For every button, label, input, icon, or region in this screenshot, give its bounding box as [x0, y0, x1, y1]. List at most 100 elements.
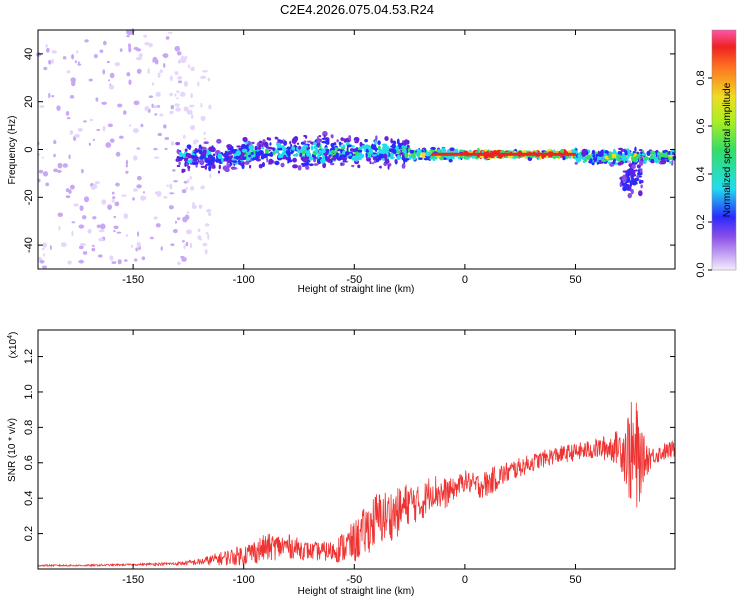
- spectrogram-cell: [178, 161, 181, 166]
- spectrogram-ridge-cell: [530, 152, 534, 156]
- spectrogram-cell: [200, 165, 206, 168]
- spectrogram-cell: [107, 123, 113, 128]
- spectrogram-cell: [109, 255, 114, 261]
- spectrogram-cell: [172, 229, 178, 234]
- spectrogram-cell: [204, 223, 210, 227]
- spectrogram-cell: [663, 157, 669, 160]
- spectrogram-cell: [159, 113, 164, 117]
- spectrogram-cell: [624, 151, 628, 156]
- spectrogram-cell: [157, 132, 162, 137]
- spectrogram-cell: [627, 192, 632, 199]
- spectrogram-cell: [207, 77, 211, 82]
- spectrogram-cell: [135, 247, 138, 252]
- spectrogram-cell: [631, 179, 638, 186]
- spectrogram-cell: [168, 205, 174, 210]
- spectrogram-cell: [582, 160, 586, 164]
- spectrogram-cell: [95, 97, 99, 102]
- y-tick-label: 0.8: [23, 420, 35, 435]
- x-tick-label: -100: [233, 574, 255, 586]
- spectrogram-cell: [167, 31, 173, 35]
- spectrogram-ridge-cell: [488, 152, 492, 156]
- spectrogram-ridge-cell: [551, 152, 555, 156]
- colorbar-tick-label: 0.0: [695, 262, 707, 277]
- x-tick-label: 0: [462, 574, 468, 586]
- spectrogram-cell: [125, 233, 128, 238]
- spectrogram-cell: [48, 92, 51, 99]
- spectrogram-cell: [640, 184, 643, 189]
- spectrogram-cell: [626, 160, 632, 164]
- spectrogram-cell: [87, 228, 92, 234]
- spectrogram-cell: [181, 240, 185, 243]
- spectrogram-cell: [330, 134, 334, 139]
- spectrogram-cell: [631, 164, 636, 169]
- spectrogram-ridge-cell: [440, 152, 444, 156]
- snr-panel: -150 -100 -50 0 50 0.2 0.4 0.6 0.8 1.0 1.2 Height…: [7, 329, 676, 597]
- spectrogram-cell: [204, 164, 208, 170]
- spectrogram-cell: [209, 173, 212, 179]
- spectrogram-ridge-cell: [539, 152, 543, 156]
- spectrogram-cell: [57, 212, 63, 218]
- spectrogram-cell: [391, 143, 396, 149]
- spectrogram-cell: [365, 152, 368, 159]
- snr-series-line: [38, 401, 675, 568]
- spectrogram-cell: [396, 154, 401, 161]
- spectrogram-cell: [231, 159, 238, 163]
- spectrogram-cell: [94, 181, 100, 184]
- spectrogram-ridge-cell: [437, 152, 441, 156]
- spectrogram-cell: [205, 150, 212, 156]
- spectrogram-cell: [254, 155, 258, 161]
- spectrogram-cell: [147, 68, 150, 74]
- spectrogram-cell: [440, 147, 447, 154]
- spectrogram-cell: [318, 134, 322, 138]
- spectrogram-cell: [189, 242, 193, 249]
- spectrogram-cell: [357, 164, 361, 169]
- x-tick-label: -50: [346, 574, 362, 586]
- spectrogram-cell: [284, 141, 287, 145]
- spectrogram-cell: [381, 143, 388, 147]
- spectrogram-cell: [650, 158, 655, 163]
- spectrogram-ridge-cell: [557, 152, 561, 156]
- spectrogram-ridge-cell: [548, 152, 552, 156]
- spectrogram-ridge-cell: [491, 152, 495, 156]
- spectrogram-cell: [56, 105, 61, 111]
- spectrogram-cell: [182, 153, 186, 159]
- spectrogram-cell: [357, 149, 363, 153]
- spectrogram-cell: [93, 53, 98, 59]
- spectrogram-cell: [305, 151, 311, 157]
- spectrogram-cell: [62, 163, 68, 168]
- spectrogram-cell: [109, 72, 115, 79]
- spectrogram-cell: [149, 236, 154, 240]
- spectrogram-cell: [639, 156, 644, 159]
- spectrogram-cell: [186, 109, 193, 115]
- spectrogram-cell: [133, 46, 139, 51]
- spectrogram-cell: [592, 154, 596, 158]
- spectrogram-cell: [82, 251, 88, 255]
- spectrogram-cell: [177, 76, 183, 80]
- spectrogram-cell: [374, 140, 377, 146]
- y-tick-label: -20: [23, 189, 35, 205]
- spectrogram-cell: [109, 138, 115, 143]
- spectrogram-cell: [184, 55, 188, 60]
- spectrogram-cell: [179, 58, 185, 63]
- spectrogram-cell: [180, 255, 185, 259]
- spectrogram-cell: [135, 56, 142, 61]
- spectrogram-cell: [611, 153, 615, 159]
- spectrogram-cell: [188, 104, 195, 108]
- spectrogram-cell: [141, 256, 146, 261]
- colorbar-label: Normalized spectral amplitude: [722, 82, 733, 217]
- spectrogram-cell: [408, 155, 412, 160]
- spectrogram-cell: [451, 147, 455, 151]
- spectrogram-cell: [56, 169, 62, 173]
- spectrogram-cell: [351, 156, 356, 161]
- spectrogram-cell: [140, 195, 146, 201]
- snr-x-axis-label: Height of straight line (km): [298, 586, 415, 597]
- spectrogram-cell: [125, 214, 129, 217]
- spectrogram-cell: [336, 139, 339, 143]
- spectrogram-cell: [193, 139, 199, 143]
- spectrogram-cell: [208, 165, 212, 172]
- spectrogram-cell: [155, 91, 161, 97]
- spectrogram-cell: [91, 247, 96, 252]
- spectrogram-cell: [351, 164, 355, 168]
- spectrogram-cell: [479, 155, 485, 159]
- spectrogram-cell: [174, 220, 177, 224]
